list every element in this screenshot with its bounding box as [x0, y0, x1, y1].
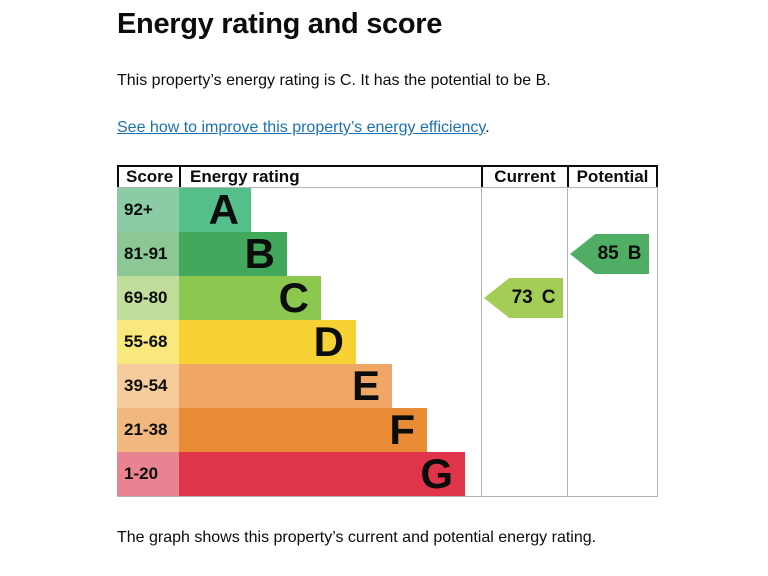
table-right-border: [657, 188, 658, 496]
chart-header-row: Score Energy rating Current Potential: [117, 165, 658, 188]
score-range-c: 69-80: [117, 276, 179, 320]
band-letter-d: D: [313, 318, 344, 365]
band-row-e: 39-54 E: [117, 364, 658, 408]
band-letter-g: G: [420, 450, 453, 497]
chart-body: 92+ A 81-91 B 69-80 C 55-68: [117, 188, 658, 497]
current-rating-band: C: [541, 287, 556, 308]
band-row-a: 92+ A: [117, 188, 658, 232]
band-bar-e: E: [179, 364, 392, 408]
band-bar-f: F: [179, 408, 427, 452]
band-letter-a: A: [208, 186, 239, 233]
score-range-a: 92+: [117, 188, 179, 232]
potential-column-divider: [567, 188, 568, 496]
rating-summary-text: This property’s energy rating is C. It h…: [117, 72, 551, 89]
page-title: Energy rating and score: [117, 8, 443, 40]
energy-rating-chart: Score Energy rating Current Potential 92…: [117, 165, 658, 497]
chart-caption: The graph shows this property’s current …: [117, 529, 597, 546]
band-bar-b: B: [179, 232, 287, 276]
link-suffix: .: [485, 119, 490, 136]
band-letter-b: B: [244, 230, 275, 277]
current-rating-value: 73: [511, 287, 533, 308]
band-row-g: 1-20 G: [117, 452, 658, 496]
improve-efficiency-link-row: See how to improve this property’s energ…: [117, 119, 490, 137]
score-range-g: 1-20: [117, 452, 179, 496]
band-letter-c: C: [278, 274, 309, 321]
band-bar-c: C: [179, 276, 321, 320]
band-row-f: 21-38 F: [117, 408, 658, 452]
band-row-c: 69-80 C: [117, 276, 658, 320]
band-letter-e: E: [351, 362, 380, 409]
band-letter-f: F: [389, 406, 415, 453]
current-column-divider: [481, 188, 482, 496]
band-bar-a: A: [179, 188, 251, 232]
score-range-e: 39-54: [117, 364, 179, 408]
header-energy-rating: Energy rating: [179, 167, 481, 187]
score-range-b: 81-91: [117, 232, 179, 276]
header-potential: Potential: [567, 167, 658, 187]
score-range-d: 55-68: [117, 320, 179, 364]
improve-efficiency-link[interactable]: See how to improve this property’s energ…: [117, 119, 486, 136]
header-current: Current: [481, 167, 567, 187]
band-row-b: 81-91 B: [117, 232, 658, 276]
potential-rating-value: 85: [597, 243, 619, 264]
potential-rating-band: B: [627, 243, 642, 264]
header-score: Score: [117, 167, 179, 187]
score-range-f: 21-38: [117, 408, 179, 452]
band-row-d: 55-68 D: [117, 320, 658, 364]
band-bar-d: D: [179, 320, 356, 364]
band-bar-g: G: [179, 452, 465, 496]
